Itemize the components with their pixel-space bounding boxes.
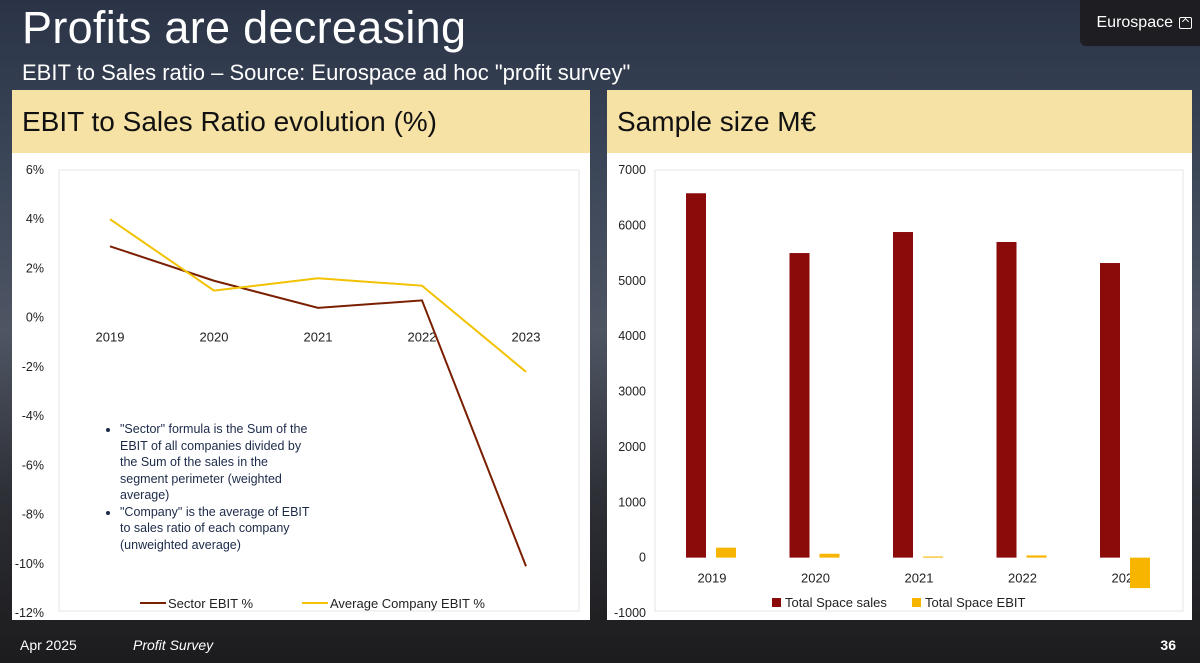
line-y-tick-label: -2%	[22, 360, 44, 374]
sales-bar	[893, 232, 913, 558]
bar-x-tick-label: 2022	[1008, 571, 1037, 586]
note-company: "Company" is the average of EBIT to sale…	[120, 504, 314, 554]
bar-plot-frame	[654, 169, 1184, 612]
bar-y-tick-label: 5000	[618, 274, 646, 288]
bar-chart: 7000 6000 5000 4000 3000 2000 1000 0 -1000 2019 20…	[614, 163, 1184, 620]
line-y-tick-label: -4%	[22, 409, 44, 423]
footer-label: Profit Survey	[133, 637, 214, 653]
bar-legend-label: Total Space sales	[785, 595, 887, 610]
line-x-tick-label: 2020	[200, 330, 229, 345]
line-x-tick-label: 2022	[408, 330, 437, 345]
line-plot-frame	[58, 169, 580, 612]
bar-y-tick-label: 6000	[618, 218, 646, 232]
page-number: 36	[1160, 637, 1176, 653]
brand-label: Eurospace	[1096, 14, 1174, 31]
right-chart-area: 7000 6000 5000 4000 3000 2000 1000 0 -1000 2019 20…	[607, 153, 1192, 620]
slide-subtitle: EBIT to Sales ratio – Source: Eurospace …	[22, 60, 631, 85]
footer-date: Apr 2025	[20, 637, 77, 653]
sales-bar	[686, 193, 706, 558]
line-legend-label: Average Company EBIT %	[330, 596, 485, 611]
bar-legend-swatch	[912, 598, 921, 607]
right-panel-title: Sample size M€	[617, 105, 817, 137]
sales-bar	[789, 253, 810, 558]
ebit-bar	[1130, 557, 1150, 589]
line-x-tick-label: 2023	[512, 330, 541, 345]
left-panel-header: EBIT to Sales Ratio evolution (%)	[12, 90, 590, 153]
ebit-bar	[923, 556, 943, 558]
bar-y-tick-label: -1000	[614, 606, 646, 620]
line-legend-label: Sector EBIT %	[168, 596, 253, 611]
line-x-tick-label: 2019	[96, 330, 125, 345]
bar-x-tick-label: 2021	[905, 571, 934, 586]
bar-y-tick-label: 3000	[618, 385, 646, 399]
ebit-bar	[716, 547, 736, 558]
bar-y-tick-label: 0	[639, 551, 646, 565]
sales-bar	[996, 241, 1017, 558]
bar-y-tick-label: 2000	[618, 440, 646, 454]
bar-y-tick-label: 1000	[618, 495, 646, 509]
bar-x-tick-label: 2019	[698, 571, 727, 586]
line-y-tick-label: -8%	[22, 508, 44, 522]
left-panel-title: EBIT to Sales Ratio evolution (%)	[22, 105, 438, 137]
bar-legend-swatch	[772, 598, 781, 607]
note-sector: "Sector" formula is the Sum of the EBIT …	[120, 421, 314, 504]
line-y-tick-label: 2%	[26, 261, 44, 275]
bar-legend-label: Total Space EBIT	[925, 595, 1025, 610]
line-y-tick-label: -10%	[15, 557, 44, 571]
line-x-tick-label: 2021	[304, 330, 333, 345]
bar-y-tick-label: 7000	[618, 163, 646, 177]
line-y-tick-label: 0%	[26, 311, 44, 325]
line-y-tick-label: -6%	[22, 458, 44, 472]
line-y-tick-label: 6%	[26, 163, 44, 177]
bar-y-tick-label: 4000	[618, 329, 646, 343]
methodology-notes: "Sector" formula is the Sum of the EBIT …	[104, 421, 314, 553]
ebit-bar	[819, 553, 840, 558]
brand-badge: Eurospace	[1080, 0, 1200, 46]
line-chart: 6% 4% 2% 0% -2% -4% -6% -8% -10% -12% 2019 2020 2021…	[15, 163, 580, 620]
bar-x-tick-label: 2020	[801, 571, 830, 586]
left-chart-area: 6% 4% 2% 0% -2% -4% -6% -8% -10% -12% 2019 2020 2021…	[12, 153, 590, 620]
sector-ebit-line	[109, 245, 527, 567]
line-y-tick-label: 4%	[26, 212, 44, 226]
right-panel-header: Sample size M€	[607, 90, 1192, 153]
line-y-tick-label: -12%	[15, 606, 44, 620]
share-icon[interactable]	[1179, 17, 1192, 29]
ebit-bar	[1026, 555, 1047, 558]
slide-title: Profits are decreasing	[22, 2, 467, 53]
company-ebit-line	[109, 218, 527, 373]
sales-bar	[1100, 263, 1120, 558]
